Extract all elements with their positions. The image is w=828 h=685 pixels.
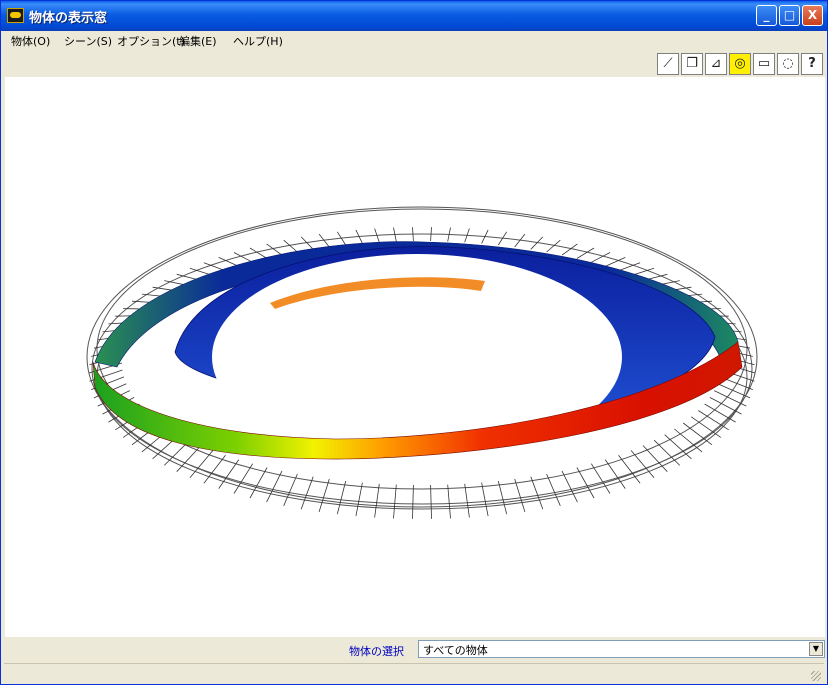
wireframe-tick (336, 480, 347, 515)
band-front (92, 341, 743, 460)
box-view-icon[interactable]: ▭ (753, 53, 775, 75)
wireframe-tick (497, 231, 508, 246)
wireframe-tick (318, 478, 330, 513)
wireframe-tick (355, 229, 363, 244)
wireframe-tick (530, 236, 544, 250)
wireframe-tick (336, 231, 347, 246)
wireframe-tick (266, 243, 283, 256)
wireframe-tick (561, 243, 578, 256)
wireframe-tick (618, 262, 641, 272)
wireframe-tick (618, 454, 641, 484)
wireframe-tick (497, 480, 508, 515)
wireframe-tick (704, 403, 736, 423)
app-icon (7, 8, 24, 23)
wireframe-tick (576, 247, 595, 259)
wireframe-tick (630, 450, 655, 478)
ruler-icon[interactable]: ⟋ (657, 53, 679, 75)
menu-scene[interactable]: シーン(S) (64, 35, 113, 48)
wireframe-tick (514, 478, 526, 513)
wireframe-tick (318, 233, 330, 248)
wireframe-tick (412, 227, 414, 242)
close-button[interactable]: X (802, 5, 823, 26)
wireframe-tick (682, 422, 713, 446)
wireframe-tick (218, 257, 239, 267)
wireframe-tick (374, 483, 380, 518)
menu-options[interactable]: オプション(t) (117, 35, 185, 48)
wireframe-tick (664, 434, 692, 460)
wireframe-tick (189, 450, 214, 478)
wireframe-tick (561, 470, 578, 503)
wireframe-tick (605, 257, 626, 267)
wireframe-tick (674, 428, 703, 453)
wireframe-tick (604, 459, 626, 489)
wireframe-tick (430, 484, 432, 519)
ring-hole (212, 254, 622, 460)
wireframe-tick (447, 227, 451, 242)
chevron-down-icon[interactable]: ▼ (809, 642, 823, 656)
wireframe-tick (514, 233, 526, 248)
object-select-label: 物体の選択 (349, 645, 404, 658)
resize-grip-icon[interactable] (811, 671, 821, 681)
wireframe-tick (642, 445, 668, 472)
object-select-dropdown[interactable]: すべての物体 ▼ (418, 640, 825, 658)
wireframe-tick (576, 467, 595, 499)
wireframe-tick (481, 482, 489, 517)
wireframe-tick (653, 439, 681, 466)
wireframe-tick (176, 445, 202, 472)
wireframe-tick (393, 227, 397, 242)
wireframe-tick (698, 410, 729, 431)
wireframe-tick (203, 454, 226, 484)
wireframe-tick (591, 252, 611, 263)
object-select-row: 物体の選択 すべての物体 ▼ (4, 638, 825, 662)
wireframe-tick (283, 239, 298, 253)
wireframe-tick (218, 459, 240, 489)
fit-view-icon[interactable]: ◎ (729, 53, 751, 75)
wireframe-tick (690, 416, 722, 438)
object-select-value: すべての物体 (423, 644, 488, 657)
axes-icon[interactable]: ⊿ (705, 53, 727, 75)
menu-help[interactable]: ヘルプ(H) (233, 35, 283, 48)
wireframe-tick (393, 484, 397, 519)
wireframe-tick (590, 463, 611, 494)
menu-object[interactable]: 物体(O) (11, 35, 51, 48)
band-back-orange (270, 277, 485, 309)
wireframe-tick (412, 484, 414, 519)
wireframe-tick (283, 473, 298, 506)
wireframe-tick (546, 473, 561, 506)
menu-edit[interactable]: 編集(E) (179, 35, 217, 48)
ring-render (86, 206, 758, 519)
mouse-icon[interactable]: ◌ (777, 53, 799, 75)
status-bar (4, 663, 824, 684)
wireframe-tick (546, 239, 561, 253)
wireframe-tick (447, 484, 451, 519)
wireframe-tick (464, 228, 470, 243)
wireframe-tick (249, 467, 268, 499)
copy-view-icon[interactable]: ❐ (681, 53, 703, 75)
maximize-button[interactable]: □ (779, 5, 800, 26)
wireframe-tick (709, 397, 742, 415)
window-title: 物体の表示窓 (29, 11, 108, 26)
wireframe-tick (430, 227, 432, 242)
wireframe-tick (714, 390, 747, 407)
wireframe-tick (266, 470, 283, 503)
wireframe-tick (464, 483, 470, 518)
wireframe-tick (300, 476, 314, 510)
wireframe-tick (233, 463, 254, 494)
wireframe-tick (481, 229, 489, 244)
3d-viewport[interactable] (5, 77, 825, 637)
wireframe-tick (717, 383, 751, 399)
title-bar[interactable]: 物体の表示窓 _ □ X (1, 1, 827, 31)
help-icon[interactable]: ? (801, 53, 823, 75)
wireframe-tick (300, 236, 314, 250)
wireframe-tick (355, 482, 363, 517)
wireframe-tick (233, 252, 253, 263)
menu-bar: 物体(O) シーン(S) オプション(t) 編集(E) ヘルプ(H) (4, 31, 824, 50)
minimize-button[interactable]: _ (756, 5, 777, 26)
toolbar: ⟋ ❐ ⊿ ◎ ▭ ◌ ? (4, 51, 824, 76)
wireframe-tick (374, 228, 380, 243)
wireframe-tick (249, 247, 268, 259)
wireframe-tick (530, 476, 544, 510)
